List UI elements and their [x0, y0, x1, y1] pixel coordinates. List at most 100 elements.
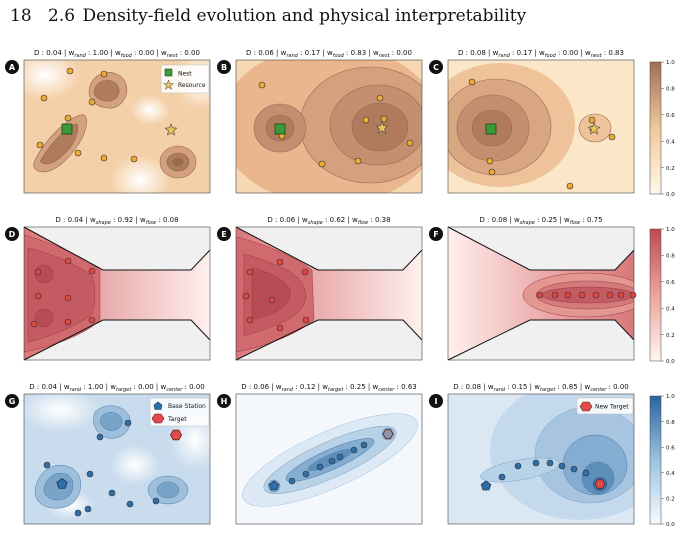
- panel-letter: D: [9, 230, 16, 239]
- panel-f: [447, 226, 635, 361]
- colorbar-tick-label: 0.2: [666, 166, 675, 172]
- panel-a: [23, 59, 211, 194]
- agent-dot: [288, 477, 296, 485]
- agent-dot: [64, 318, 72, 326]
- agent-dot: [328, 457, 336, 465]
- agent-dot: [617, 291, 625, 299]
- colorbar-tick-label: 0.8: [666, 87, 675, 93]
- colorbar-row3: [649, 395, 662, 525]
- panel-letter-badge: [429, 227, 443, 241]
- title-subscript: target: [540, 387, 556, 393]
- agent-dot: [276, 324, 284, 332]
- panel-e: [235, 226, 423, 361]
- agent-dot: [268, 296, 276, 304]
- page-number: 18: [10, 6, 32, 26]
- title-text: : 0.00: [390, 49, 412, 57]
- nest-marker: [61, 123, 73, 135]
- agent-dot: [258, 81, 266, 89]
- agent-dot: [564, 291, 572, 299]
- agent-dot: [468, 78, 476, 86]
- agent-dot: [302, 470, 310, 478]
- agent-dot: [246, 268, 254, 276]
- panel-letter: A: [9, 63, 16, 72]
- title-subscript: nest: [591, 53, 603, 59]
- colorbar-tick-label: 0.0: [666, 522, 675, 528]
- title-text: : 0.83 | w: [344, 49, 379, 57]
- panel-letter: F: [433, 230, 438, 239]
- panel-title: D : 0.06 | wrand : 0.17 | wfood : 0.83 |…: [246, 49, 412, 59]
- colorbar-tick-label: 0.8: [666, 254, 675, 260]
- target-marker: [382, 429, 394, 439]
- colorbar-tick-label: 0.0: [666, 192, 675, 198]
- agent-dot: [96, 433, 104, 441]
- panel-c: [447, 59, 635, 194]
- title-subscript: flow: [358, 220, 369, 226]
- title-text: : 0.75: [580, 216, 602, 224]
- title-subscript: target: [116, 387, 132, 393]
- colorbar-tick-label: 1.0: [666, 60, 675, 66]
- title-subscript: rand: [286, 53, 298, 59]
- title-text: : 0.00: [178, 49, 200, 57]
- agent-dot: [592, 291, 600, 299]
- nest-legend-icon: [164, 68, 173, 77]
- agent-dot: [536, 291, 544, 299]
- agent-dot: [126, 500, 134, 508]
- agent-dot: [532, 459, 540, 467]
- colorbar-tick-label: 0.2: [666, 497, 675, 503]
- title-text: : 1.00 | w: [81, 383, 116, 391]
- legend-base-station: Base Station: [168, 403, 206, 410]
- agent-dot: [488, 168, 496, 176]
- agent-dot: [486, 157, 494, 165]
- agent-dot: [406, 139, 414, 147]
- agent-dot: [498, 473, 506, 481]
- title-text: D : 0.04 | w: [34, 49, 75, 57]
- panel-i: [447, 393, 635, 525]
- nest-marker: [485, 123, 497, 135]
- legend-row3-i: New Target: [576, 397, 634, 415]
- title-text: : 0.92 | w: [111, 216, 146, 224]
- title-subscript: rand: [494, 387, 506, 393]
- agent-dot: [108, 489, 116, 497]
- title-text: D : 0.08 | w: [479, 216, 520, 224]
- agent-dot: [86, 470, 94, 478]
- agent-dot: [316, 463, 324, 471]
- title-text: : 0.17 | w: [298, 49, 333, 57]
- star-icon: [162, 79, 175, 91]
- title-text: : 0.62 | w: [323, 216, 358, 224]
- agent-dot: [130, 155, 138, 163]
- panel-title: D : 0.08 | wrand : 0.17 | wfood : 0.00 |…: [458, 49, 624, 59]
- legend-resource: Resource: [178, 82, 206, 89]
- title-text: : 0.38: [368, 216, 390, 224]
- colorbar-row2: [649, 228, 662, 362]
- agent-dot: [588, 116, 596, 124]
- title-text: D : 0.08 | w: [453, 383, 494, 391]
- title-text: : 0.85 | w: [555, 383, 590, 391]
- title-text: : 0.00: [606, 383, 628, 391]
- panel-title: D : 0.04 | wrand : 1.00 | wfood : 0.00 |…: [34, 49, 200, 59]
- title-subscript: center: [166, 387, 183, 393]
- agent-dot: [66, 67, 74, 75]
- panel-letter-badge: [429, 394, 443, 408]
- panel-letter: I: [435, 397, 438, 406]
- figure-annotations: D : 0.04 | wrand : 1.00 | wfood : 0.00 |…: [5, 49, 675, 528]
- agent-dot: [318, 160, 326, 168]
- hexagon-icon: [151, 413, 165, 424]
- agent-dot: [551, 291, 559, 299]
- agent-dot: [100, 154, 108, 162]
- title-subscript: food: [545, 53, 557, 59]
- colorbar-row1: [649, 61, 662, 195]
- panel-letter-badge: [5, 227, 19, 241]
- panel-letter: C: [433, 63, 439, 72]
- hexagon-icon: [579, 401, 593, 412]
- title-text: D : 0.04 | w: [29, 383, 70, 391]
- agent-dot: [34, 292, 42, 300]
- title-text: D : 0.04 | w: [55, 216, 96, 224]
- colorbar-tick-label: 0.2: [666, 333, 675, 339]
- title-subscript: rand: [74, 53, 86, 59]
- agent-dot: [88, 316, 96, 324]
- title-text: : 0.25 | w: [535, 216, 570, 224]
- resource-marker: [164, 123, 178, 136]
- title-subscript: rand: [498, 53, 510, 59]
- title-text: : 0.25 | w: [343, 383, 378, 391]
- agent-dot: [362, 116, 370, 124]
